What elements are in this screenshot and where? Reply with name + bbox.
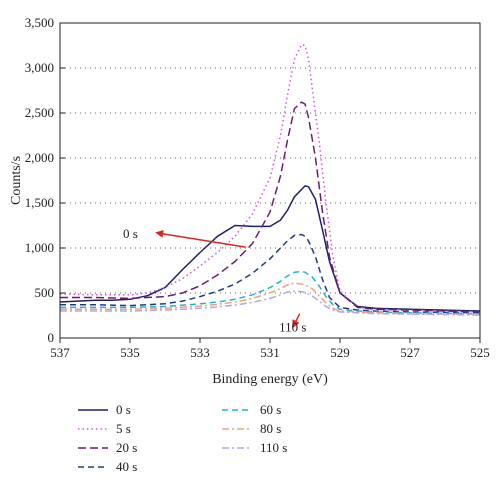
annotation-arrow-0 (155, 229, 246, 248)
y-tick-label-6: 3,000 (25, 60, 54, 75)
y-tick-label-4: 2,000 (25, 150, 54, 165)
x-tick-label-3: 531 (260, 345, 280, 360)
x-tick-label-5: 527 (400, 345, 420, 360)
x-tick-label-4: 529 (330, 345, 350, 360)
y-tick-labels: 0 500 1,000 1,500 2,000 2,500 3,000 3,500 (25, 15, 65, 345)
y-tick-label-7: 3,500 (25, 15, 54, 30)
series-line-4 (60, 270, 481, 315)
legend-label-3: 40 s (116, 459, 137, 474)
series-line-1 (59, 43, 481, 313)
legend-label-0: 0 s (116, 402, 131, 417)
grid-lines (60, 67, 480, 294)
legend: 0 s 5 s 20 s 40 s 60 s 80 s 110 s (78, 402, 287, 474)
series-lines (59, 43, 481, 316)
annotation-110s: 110 s (279, 320, 306, 335)
legend-label-2: 20 s (116, 440, 137, 455)
y-axis-title: Counts/s (9, 156, 24, 205)
y-tick-label-0: 0 (48, 330, 55, 345)
legend-label-5: 80 s (260, 421, 281, 436)
y-tick-label-1: 500 (35, 285, 55, 300)
y-tick-label-5: 2,500 (25, 105, 54, 120)
series-line-3 (60, 233, 481, 314)
x-tick-labels: 537 535 533 531 529 527 525 (50, 338, 490, 360)
legend-label-6: 110 s (260, 440, 287, 455)
x-tick-label-6: 525 (470, 345, 490, 360)
annotation-arrow-1 (292, 313, 301, 329)
x-axis-title: Binding energy (eV) (212, 372, 328, 387)
x-tick-label-2: 533 (190, 345, 210, 360)
series-line-2 (60, 101, 481, 313)
legend-label-1: 5 s (116, 421, 131, 436)
series-line-6 (60, 290, 481, 316)
series-line-5 (60, 282, 481, 316)
legend-label-4: 60 s (260, 402, 281, 417)
annotations: 0 s 110 s (123, 226, 306, 335)
annotation-0s: 0 s (123, 226, 138, 241)
plot-frame (59, 22, 481, 339)
y-tick-label-2: 1,000 (25, 240, 54, 255)
y-tick-label-3: 1,500 (25, 195, 54, 210)
x-tick-label-1: 535 (120, 345, 140, 360)
x-tick-label-0: 537 (50, 345, 70, 360)
